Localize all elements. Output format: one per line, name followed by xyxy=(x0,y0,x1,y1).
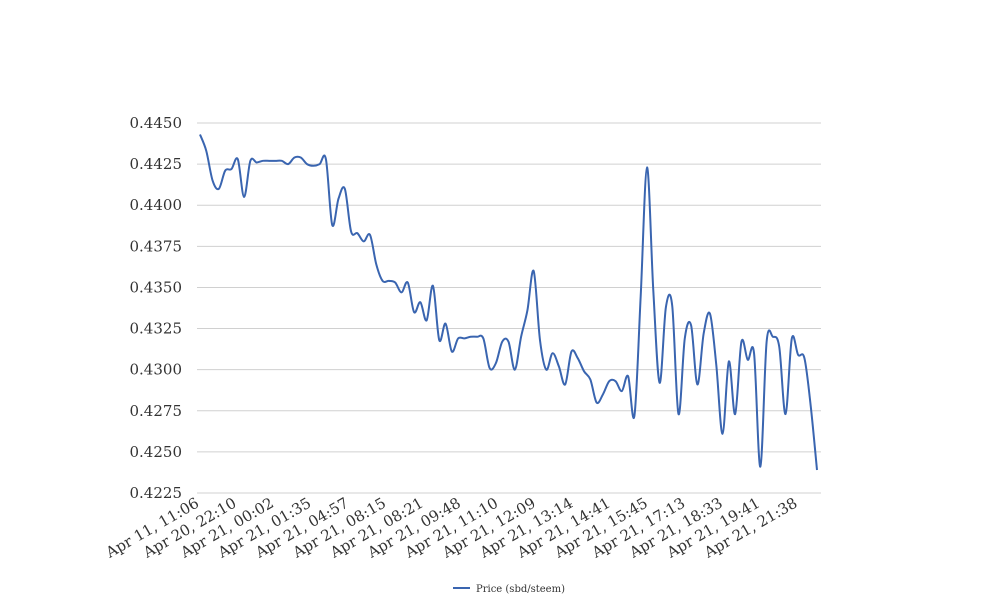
y-tick-label: 0.4250 xyxy=(130,443,183,461)
y-tick-label: 0.4225 xyxy=(130,484,183,502)
legend[interactable]: Price (sbd/steem) xyxy=(453,584,565,595)
y-axis: 0.4450 0.4425 0.4400 0.4375 0.4350 0.4325 0.43… xyxy=(130,114,183,502)
legend-label: Price (sbd/steem) xyxy=(476,584,565,595)
y-tick-label: 0.4325 xyxy=(130,320,183,338)
y-tick-label: 0.4450 xyxy=(130,114,183,132)
series-line-price xyxy=(199,134,818,471)
y-tick-label: 0.4300 xyxy=(130,361,183,379)
y-tick-label: 0.4375 xyxy=(130,237,183,255)
y-tick-label: 0.4425 xyxy=(130,155,183,173)
y-tick-label: 0.4400 xyxy=(130,196,183,214)
grid-lines xyxy=(197,122,821,494)
y-tick-label: 0.4350 xyxy=(130,278,183,296)
y-tick-label: 0.4275 xyxy=(130,402,183,420)
series-layer xyxy=(199,134,818,471)
